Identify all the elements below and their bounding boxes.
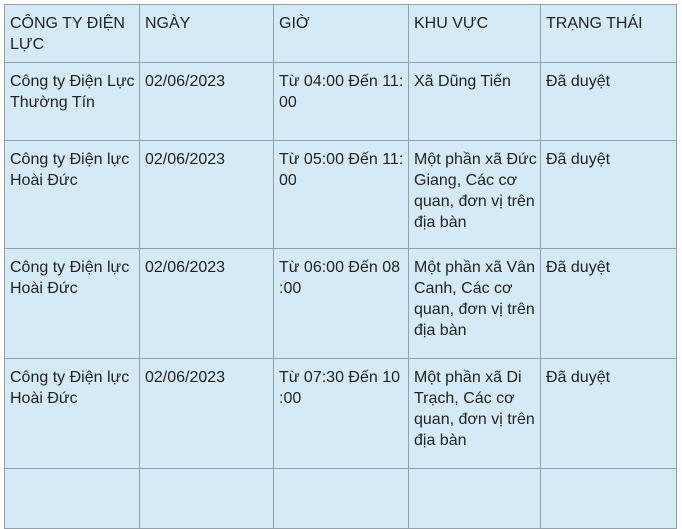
cell-status: Đã duyệt — [540, 248, 677, 359]
table-row: Công ty Điện lực Hoài Đức 02/06/2023 Từ … — [4, 358, 677, 469]
table-row — [4, 468, 677, 529]
cell-date: 02/06/2023 — [139, 358, 274, 469]
table-row: Công ty Điện Lực Thường Tín 02/06/2023 T… — [4, 62, 677, 141]
table-body: Công ty Điện Lực Thường Tín 02/06/2023 T… — [4, 62, 677, 529]
cell-company: Công ty Điện lực Hoài Đức — [4, 140, 140, 249]
cell-time — [273, 468, 409, 529]
cell-date — [139, 468, 274, 529]
cell-area: Xã Dũng Tiến — [408, 62, 541, 141]
cell-area: Một phần xã Đức Giang, Các cơ quan, đơn … — [408, 140, 541, 249]
cell-status — [540, 468, 677, 529]
header-row: CÔNG TY ĐIỆN LỰC NGÀY GIỜ KHU VỰC TRẠNG … — [4, 4, 677, 63]
header-date: NGÀY — [139, 4, 274, 63]
table-row: Công ty Điện lực Hoài Đức 02/06/2023 Từ … — [4, 248, 677, 359]
cell-area: Một phần xã Vân Canh, Các cơ quan, đơn v… — [408, 248, 541, 359]
cell-company — [4, 468, 140, 529]
outage-schedule-table: CÔNG TY ĐIỆN LỰC NGÀY GIỜ KHU VỰC TRẠNG … — [4, 4, 677, 529]
cell-date: 02/06/2023 — [139, 140, 274, 249]
cell-date: 02/06/2023 — [139, 248, 274, 359]
header-time: GIỜ — [273, 4, 409, 63]
cell-area — [408, 468, 541, 529]
cell-date: 02/06/2023 — [139, 62, 274, 141]
header-status: TRẠNG THÁI — [540, 4, 677, 63]
cell-status: Đã duyệt — [540, 358, 677, 469]
table-header: CÔNG TY ĐIỆN LỰC NGÀY GIỜ KHU VỰC TRẠNG … — [4, 4, 677, 63]
table-row: Công ty Điện lực Hoài Đức 02/06/2023 Từ … — [4, 140, 677, 249]
cell-company: Công ty Điện lực Hoài Đức — [4, 248, 140, 359]
cell-status: Đã duyệt — [540, 62, 677, 141]
cell-time: Từ 07:30 Đến 10 :00 — [273, 358, 409, 469]
cell-company: Công ty Điện Lực Thường Tín — [4, 62, 140, 141]
cell-time: Từ 06:00 Đến 08 :00 — [273, 248, 409, 359]
header-area: KHU VỰC — [408, 4, 541, 63]
cell-time: Từ 05:00 Đến 11: 00 — [273, 140, 409, 249]
outage-table-container: CÔNG TY ĐIỆN LỰC NGÀY GIỜ KHU VỰC TRẠNG … — [4, 4, 677, 529]
cell-time: Từ 04:00 Đến 11: 00 — [273, 62, 409, 141]
cell-company: Công ty Điện lực Hoài Đức — [4, 358, 140, 469]
header-company: CÔNG TY ĐIỆN LỰC — [4, 4, 140, 63]
cell-area: Một phần xã Di Trạch, Các cơ quan, đơn v… — [408, 358, 541, 469]
cell-status: Đã duyệt — [540, 140, 677, 249]
